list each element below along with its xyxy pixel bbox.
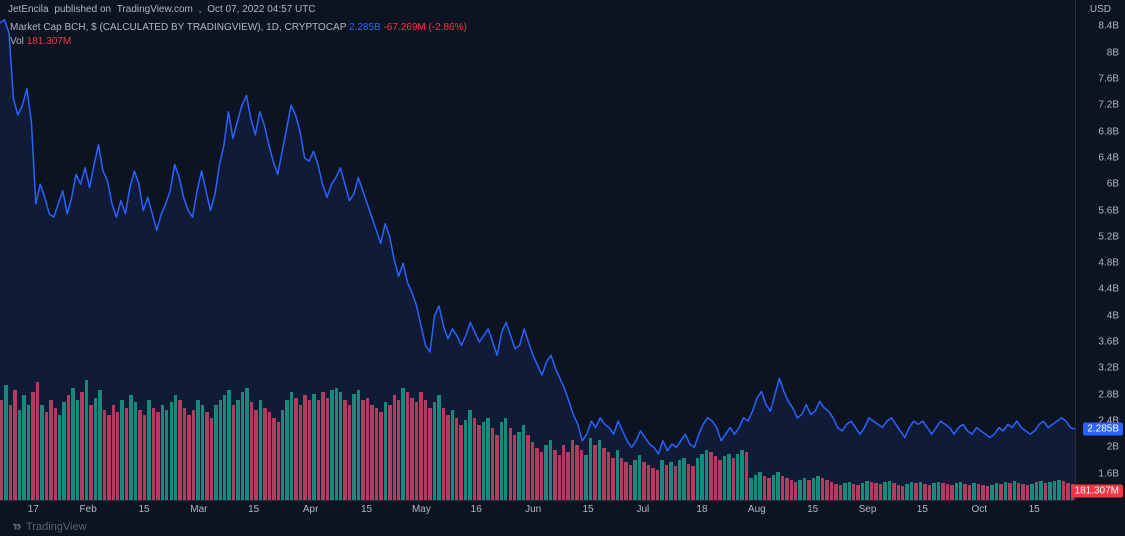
tradingview-brand: TradingView bbox=[10, 521, 87, 533]
y-tick: 3.2B bbox=[1098, 363, 1119, 374]
y-tick: 4.8B bbox=[1098, 258, 1119, 269]
x-tick: 15 bbox=[807, 504, 818, 515]
change-abs: -67.269M bbox=[383, 22, 425, 33]
x-tick: Sep bbox=[859, 504, 877, 515]
x-tick: 15 bbox=[248, 504, 259, 515]
x-tick: Jun bbox=[525, 504, 541, 515]
x-tick: 15 bbox=[1029, 504, 1040, 515]
symbol-info: Market Cap BCH, $ (CALCULATED BY TRADING… bbox=[10, 22, 467, 33]
y-tick: 6.8B bbox=[1098, 126, 1119, 137]
published-author: JetEncila bbox=[8, 4, 49, 15]
x-tick: 15 bbox=[138, 504, 149, 515]
y-axis-unit: USD bbox=[1090, 4, 1111, 15]
y-tick: 7.2B bbox=[1098, 100, 1119, 111]
x-tick: Apr bbox=[303, 504, 319, 515]
last-value: 2.285B bbox=[349, 22, 381, 33]
y-tick: 8.4B bbox=[1098, 21, 1119, 32]
y-tick: 5.6B bbox=[1098, 205, 1119, 216]
x-tick: 15 bbox=[582, 504, 593, 515]
brand-label: TradingView bbox=[26, 521, 87, 533]
x-tick: Oct bbox=[972, 504, 988, 515]
price-line-chart bbox=[0, 0, 1075, 500]
tradingview-logo-icon bbox=[10, 521, 22, 533]
y-tick: 2B bbox=[1107, 442, 1119, 453]
volume-label: Vol bbox=[10, 36, 24, 47]
y-tick: 1.6B bbox=[1098, 468, 1119, 479]
x-axis[interactable]: 17 Feb 15 Mar 15 Apr 15 May 16 Jun 15 Jul 18 Aug 15 Sep… bbox=[0, 500, 1075, 518]
volume-tag: 181.307M bbox=[1071, 485, 1123, 498]
x-tick: 15 bbox=[917, 504, 928, 515]
x-tick: 18 bbox=[696, 504, 707, 515]
y-tick: 2.8B bbox=[1098, 389, 1119, 400]
x-tick: Mar bbox=[190, 504, 207, 515]
x-tick: 17 bbox=[28, 504, 39, 515]
change-pct: (-2.86%) bbox=[429, 22, 467, 33]
y-tick: 6.4B bbox=[1098, 152, 1119, 163]
y-axis[interactable]: USD 8.4B 8B 7.6B 7.2B 6.8B 6.4B 6B 5.6B 5.2B 4.8B… bbox=[1075, 0, 1125, 500]
y-tick: 4B bbox=[1107, 310, 1119, 321]
published-date: Oct 07, 2022 04:57 UTC bbox=[207, 4, 315, 15]
x-tick: Jul bbox=[636, 504, 649, 515]
y-tick: 4.4B bbox=[1098, 284, 1119, 295]
published-bar: JetEncila published on TradingView.com ,… bbox=[8, 4, 316, 15]
x-tick: Aug bbox=[748, 504, 766, 515]
plot-area[interactable] bbox=[0, 0, 1075, 500]
x-tick: 16 bbox=[471, 504, 482, 515]
y-tick: 5.2B bbox=[1098, 231, 1119, 242]
volume-value: 181.307M bbox=[27, 36, 71, 47]
x-tick: Feb bbox=[80, 504, 97, 515]
y-tick: 7.6B bbox=[1098, 73, 1119, 84]
price-tag: 2.285B bbox=[1083, 422, 1123, 435]
x-tick: May bbox=[412, 504, 431, 515]
y-tick: 8B bbox=[1107, 47, 1119, 58]
volume-info: Vol 181.307M bbox=[10, 36, 71, 47]
y-tick: 3.6B bbox=[1098, 337, 1119, 348]
symbol-label: Market Cap BCH, $ (CALCULATED BY TRADING… bbox=[10, 22, 346, 33]
y-tick: 6B bbox=[1107, 179, 1119, 190]
published-site: TradingView.com bbox=[117, 4, 193, 15]
x-tick: 15 bbox=[361, 504, 372, 515]
